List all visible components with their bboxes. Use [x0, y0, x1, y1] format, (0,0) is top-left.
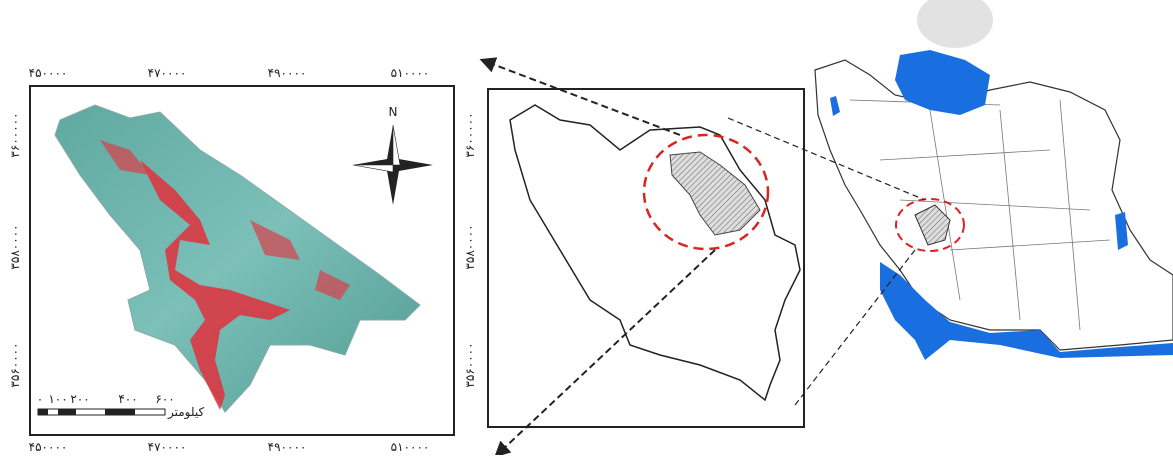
figure: N ۴۵۰۰۰۰ ۴۷۰۰۰۰ ۴۹۰۰۰۰ ۵۱۰۰۰۰ ۴۵۰۰۰۰ ۴۷۰۰۰۰ ۴۹… — [0, 0, 1173, 455]
x-tick-label: ۵۱۰۰۰۰ — [391, 66, 430, 80]
x-tick-label: ۵۱۰۰۰۰ — [391, 440, 430, 454]
scale-label: ۰ — [37, 392, 43, 406]
x-tick-label: ۴۷۰۰۰۰ — [148, 440, 187, 454]
y-tick-label: ۳۵۸۰۰۰۰ — [463, 224, 477, 269]
decoration — [917, 0, 993, 48]
scale-label: ۱۰۰ — [48, 392, 67, 406]
scale-bar — [38, 409, 165, 415]
x-tick-label: ۴۹۰۰۰۰ — [268, 66, 307, 80]
x-tick-label: ۴۵۰۰۰۰ — [29, 440, 68, 454]
x-tick-label: ۴۵۰۰۰۰ — [29, 66, 68, 80]
y-tick-label: ۳۶۰۰۰۰۰ — [463, 112, 477, 157]
y-tick-label: ۳۶۰۰۰۰۰ — [8, 112, 22, 157]
x-tick-label: ۴۷۰۰۰۰ — [148, 66, 187, 80]
y-tick-label: ۳۵۶۰۰۰۰ — [8, 342, 22, 387]
y-tick-label: ۳۵۸۰۰۰۰ — [8, 224, 22, 269]
scale-label: ۴۰۰ — [118, 392, 137, 406]
scale-label: ۲۰۰ — [70, 392, 89, 406]
north-label: N — [389, 105, 398, 119]
scale-unit: کیلومتر — [167, 405, 204, 420]
x-tick-label: ۴۹۰۰۰۰ — [268, 440, 307, 454]
y-tick-label: ۳۵۶۰۰۰۰ — [463, 342, 477, 387]
scale-label: ۶۰۰ — [155, 392, 174, 406]
